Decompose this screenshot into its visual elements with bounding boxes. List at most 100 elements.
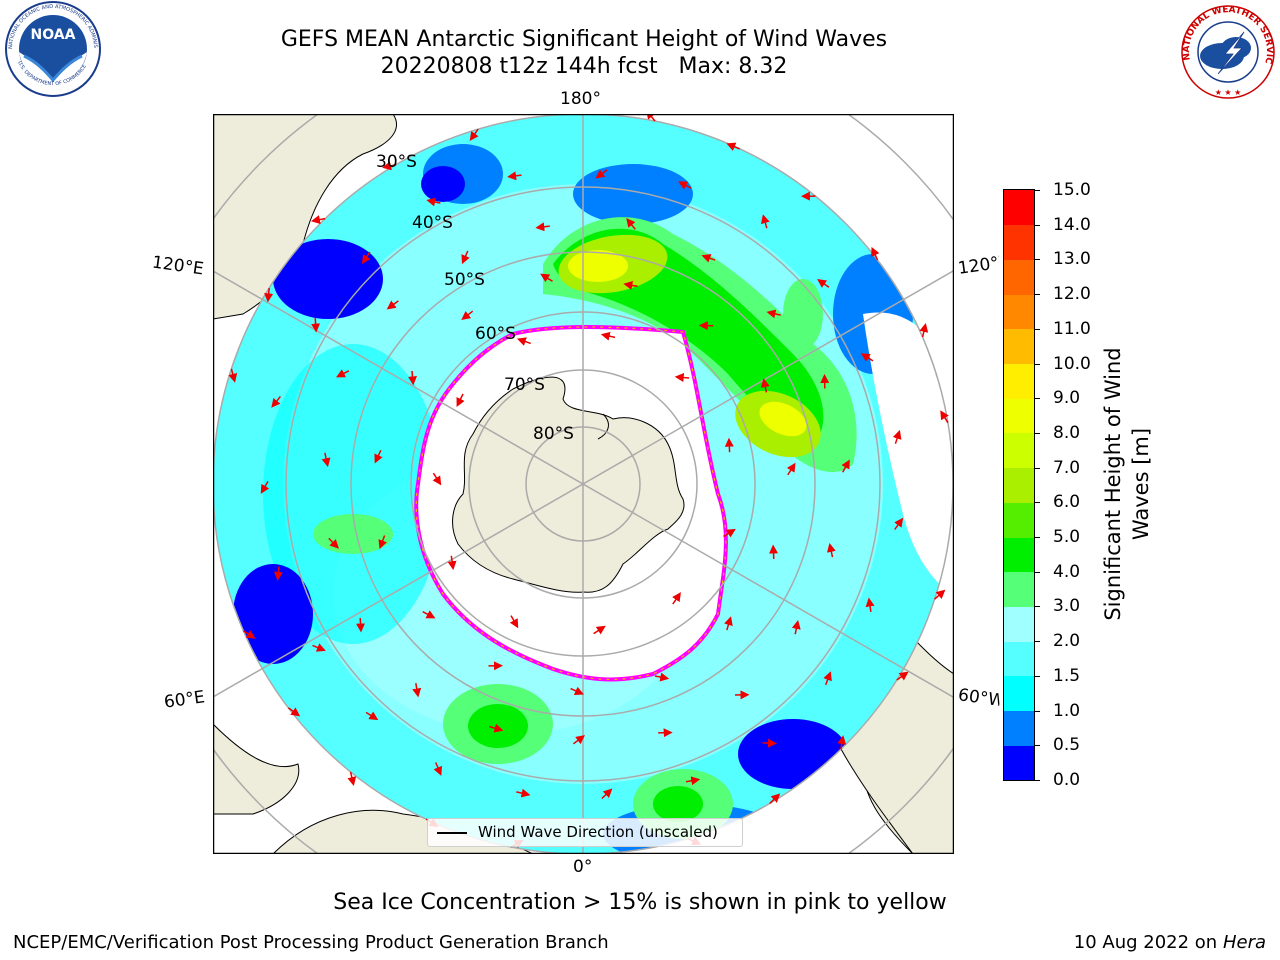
wave-direction-arrow xyxy=(940,410,949,424)
wave-direction-arrow xyxy=(841,459,850,473)
wave-direction-arrow xyxy=(535,222,550,232)
wave-direction-arrow xyxy=(837,735,847,750)
colorbar-segment xyxy=(1004,537,1034,573)
wave-direction-arrow xyxy=(593,625,606,635)
wave-direction-arrow xyxy=(678,181,692,190)
wave-direction-arrow xyxy=(760,378,770,393)
wave-direction-arrow xyxy=(312,643,326,652)
colorbar-tick-label: 15.0 xyxy=(1053,180,1091,200)
lat-label-80: 80°S xyxy=(533,424,574,444)
wave-direction-arrow xyxy=(426,197,441,207)
colorbar-tick-mark xyxy=(1034,467,1040,469)
colorbar-tick-mark xyxy=(1034,710,1040,712)
colorbar xyxy=(1003,189,1035,781)
antarctica-continent xyxy=(452,376,685,593)
colorbar-tick-mark xyxy=(1034,745,1040,747)
wave-direction-arrow xyxy=(623,280,638,290)
lat-label-40: 40°S xyxy=(412,213,453,233)
colorbar-tick-label: 7.0 xyxy=(1053,457,1081,478)
colorbar-tick-mark xyxy=(1034,537,1040,539)
wave-direction-arrow xyxy=(570,686,584,695)
colorbar-tick-mark xyxy=(1034,606,1040,608)
colorbar-tick-label: 10.0 xyxy=(1053,353,1091,374)
wave-direction-arrow xyxy=(871,246,880,261)
wave-direction-arrow xyxy=(310,215,326,225)
wave-direction-arrow xyxy=(365,711,379,721)
colorbar-tick-mark xyxy=(1034,780,1040,781)
colorbar-tick-mark xyxy=(1034,641,1040,643)
wave-direction-arrow xyxy=(823,671,832,686)
wave-direction-arrow xyxy=(509,615,519,629)
wave-direction-arrow xyxy=(685,776,701,786)
wave-direction-arrow xyxy=(412,682,422,698)
wave-direction-arrow xyxy=(786,462,796,476)
colorbar-segment xyxy=(1004,571,1034,607)
wave-direction-arrow xyxy=(461,250,470,265)
wave-direction-arrow xyxy=(433,762,442,776)
wave-direction-arrow xyxy=(674,373,690,382)
footer-machine: Hera xyxy=(1222,932,1266,953)
wave-direction-arrow xyxy=(456,393,465,408)
wave-direction-arrow xyxy=(273,566,283,581)
colorbar-tick-label: 4.0 xyxy=(1053,561,1081,582)
wave-direction-arrow xyxy=(328,537,339,549)
wave-direction-arrow xyxy=(723,528,736,538)
wave-direction-arrow xyxy=(321,452,331,468)
colorbar-segment xyxy=(1004,710,1034,746)
footer-left: NCEP/EMC/Verification Post Processing Pr… xyxy=(13,932,609,953)
map-legend: Wind Wave Direction (unscaled) xyxy=(427,818,743,847)
colorbar-segment xyxy=(1004,224,1034,260)
title-line-1: GEFS MEAN Antarctic Significant Height o… xyxy=(280,27,888,52)
colorbar-tick-label: 0.0 xyxy=(1053,770,1081,790)
wave-direction-arrow xyxy=(386,300,399,310)
wave-direction-arrow xyxy=(447,555,457,571)
wave-direction-arrow xyxy=(408,370,417,386)
wave-direction-arrow xyxy=(469,128,479,141)
wave-direction-arrow xyxy=(228,368,238,383)
colorbar-tick-mark xyxy=(1034,502,1040,504)
wave-direction-arrow xyxy=(896,671,909,681)
colorbar-tick-label: 5.0 xyxy=(1053,527,1081,548)
colorbar-segment xyxy=(1004,467,1034,503)
colorbar-segment xyxy=(1004,294,1034,330)
colorbar-segment xyxy=(1004,502,1034,538)
lon-label-upper-left: 120°E xyxy=(150,252,205,280)
wave-direction-arrow xyxy=(601,788,613,799)
colorbar-tick-mark xyxy=(1034,398,1040,400)
colorbar-tick-label: 3.0 xyxy=(1053,596,1081,617)
colorbar-tick-mark xyxy=(1034,190,1040,191)
colorbar-tick-label: 13.0 xyxy=(1053,249,1091,270)
wave-direction-arrow xyxy=(432,472,442,486)
lat-label-50: 50°S xyxy=(444,270,485,290)
wave-direction-arrow xyxy=(378,535,387,550)
wave-direction-arrow xyxy=(860,353,874,362)
wave-direction-arrow xyxy=(600,331,616,341)
colorbar-tick-label: 8.0 xyxy=(1053,422,1081,443)
colorbar-segment xyxy=(1004,363,1034,399)
colorbar-segment xyxy=(1004,328,1034,365)
colorbar-tick-label: 11.0 xyxy=(1053,318,1091,339)
chart-title: GEFS MEAN Antarctic Significant Height o… xyxy=(184,26,984,80)
colorbar-segment xyxy=(1004,398,1034,434)
lon-label-lower-right: 60°W xyxy=(956,685,1002,711)
wave-direction-arrow xyxy=(626,217,636,230)
footer-date: 10 Aug 2022 on xyxy=(1073,932,1218,953)
noaa-logo: NOAA NATIONAL OCEANIC AND ATMOSPHERIC AD… xyxy=(2,0,101,97)
wave-direction-arrow xyxy=(489,723,504,733)
colorbar-tick-label: 1.0 xyxy=(1053,700,1081,721)
colorbar-tick-mark xyxy=(1034,675,1040,677)
colorbar-segment xyxy=(1004,606,1034,642)
wave-direction-arrow xyxy=(516,337,531,346)
polar-map xyxy=(213,114,954,854)
colorbar-tick-mark xyxy=(1034,294,1040,296)
wave-direction-arrow xyxy=(817,279,830,288)
wave-direction-arrow xyxy=(461,310,474,321)
colorbar-segment xyxy=(1004,641,1034,677)
wave-direction-arrow xyxy=(894,517,904,530)
wave-direction-arrow xyxy=(572,735,585,745)
wave-direction-arrow xyxy=(595,169,608,179)
wave-direction-arrow xyxy=(892,429,902,444)
nws-logo: NATIONAL WEATHER SERVICE ★ ★ ★ xyxy=(1178,4,1275,99)
wave-direction-arrow xyxy=(791,619,801,635)
colorbar-tick-label: 9.0 xyxy=(1053,388,1081,409)
